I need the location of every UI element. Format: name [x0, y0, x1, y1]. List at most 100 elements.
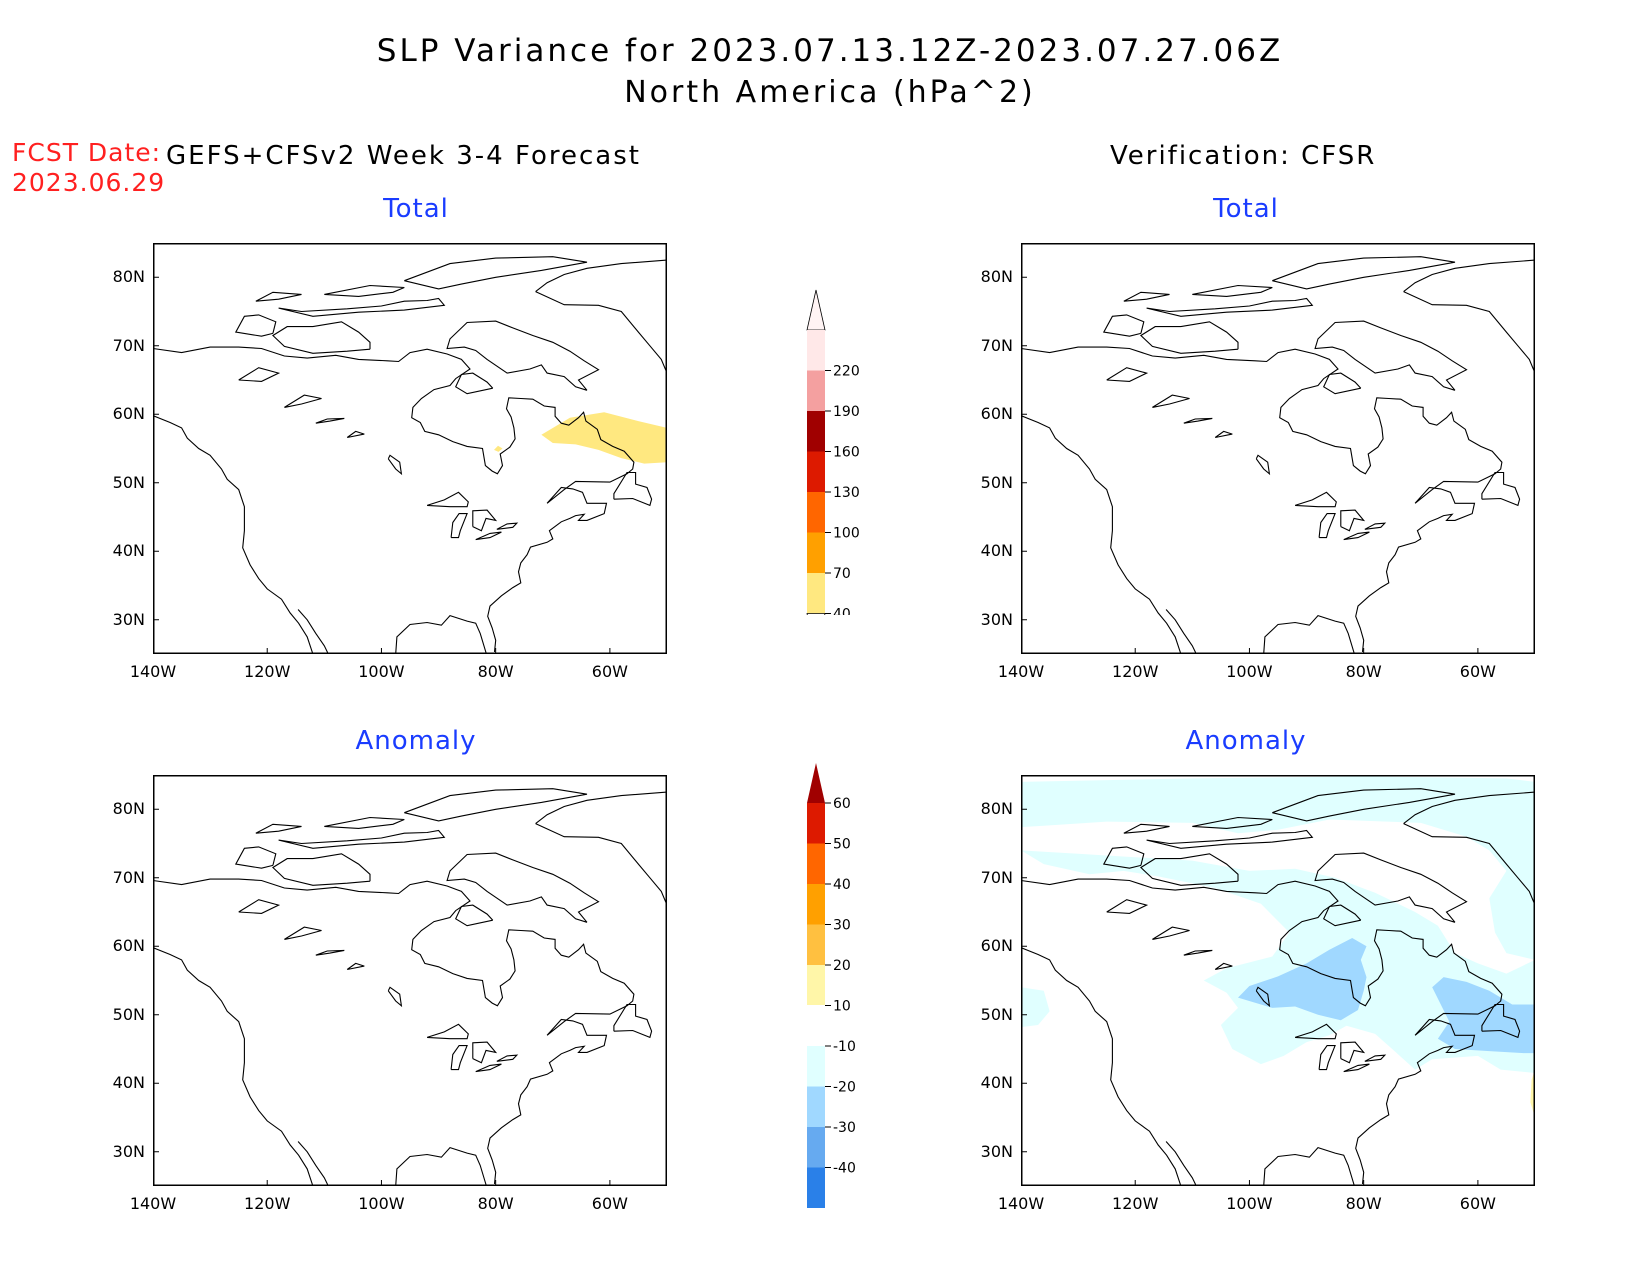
main-subtitle: North America (hPa^2) — [624, 75, 1036, 110]
coastline — [1314, 320, 1468, 391]
lat-label: 70N — [980, 335, 1013, 355]
lon-label: 60W — [591, 662, 628, 681]
coastline — [1152, 394, 1190, 408]
lat-label: 80N — [112, 799, 145, 819]
colorbar-top-tip — [806, 289, 826, 331]
coastline — [613, 1003, 653, 1039]
colorbar-label: 40 — [833, 607, 851, 616]
coastline — [450, 513, 468, 539]
lat-label: 80N — [112, 267, 145, 287]
fcst-anomaly-subtitle: Anomaly — [355, 726, 477, 756]
colorbar-label: 100 — [833, 526, 860, 542]
colorbar-swatch — [807, 370, 825, 411]
coastline — [1021, 878, 1503, 1184]
coastline — [1165, 1141, 1197, 1186]
total-colorbar: 220 190 160 130 100 70 40 — [806, 289, 860, 616]
lat-label: 50N — [980, 472, 1013, 492]
coastline — [496, 1054, 519, 1062]
coastline — [1340, 509, 1366, 532]
coastline — [426, 491, 469, 508]
lon-label: 120W — [1112, 1194, 1159, 1213]
coastline — [272, 853, 371, 886]
lat-label: 30N — [112, 609, 145, 629]
coastline — [346, 430, 365, 439]
colorbar-label: 190 — [833, 404, 860, 420]
coastline — [1183, 949, 1213, 956]
coastline — [1318, 1045, 1336, 1071]
coastline — [450, 1045, 468, 1071]
coastline — [324, 284, 405, 297]
lat-label: 30N — [980, 609, 1013, 629]
lat-label: 50N — [112, 1004, 145, 1024]
coastline — [1102, 846, 1145, 869]
colorbar-swatch — [807, 1167, 825, 1208]
colorbar-swatch — [807, 1127, 825, 1168]
colorbar-swatch — [807, 1086, 825, 1127]
lat-label: 50N — [980, 1004, 1013, 1024]
colorbar-swatch — [807, 451, 825, 492]
lon-label: 100W — [358, 1194, 405, 1213]
map-canvas — [1020, 243, 1535, 654]
coastline — [1106, 899, 1149, 914]
map-frame — [153, 243, 667, 654]
colorbar-label: 40 — [833, 877, 851, 893]
coastline — [1255, 986, 1271, 1008]
coastline — [472, 509, 498, 532]
colorbar-swatch — [807, 884, 825, 925]
colorbar-swatch — [807, 843, 825, 884]
colorbar-label: 220 — [833, 364, 860, 380]
colorbar-label: -40 — [833, 1161, 856, 1177]
lat-label: 60N — [112, 404, 145, 424]
coastline — [284, 394, 322, 408]
coastline — [1272, 788, 1456, 822]
colorbar-swatch — [807, 492, 825, 533]
lon-label: 120W — [1112, 662, 1159, 681]
coastline — [278, 829, 446, 849]
verif-total-subtitle: Total — [1213, 194, 1279, 224]
anomaly-colorbar: 60 50 40 30 20 10 -10 -20 -30 -40 — [806, 763, 856, 1208]
coastline — [1403, 259, 1535, 293]
colorbar-swatch — [807, 965, 825, 1006]
coastline — [1343, 1063, 1370, 1073]
lon-label: 140W — [129, 662, 177, 681]
coastline — [1314, 852, 1468, 923]
coastline — [613, 471, 653, 507]
colorbar-label: 70 — [833, 566, 851, 582]
coastline — [1146, 297, 1314, 317]
lon-label: 140W — [129, 1194, 177, 1213]
coastline — [272, 321, 371, 354]
coastline — [153, 415, 314, 654]
coastline — [1340, 1041, 1366, 1064]
colorbar-label: 30 — [833, 918, 851, 934]
colorbar-label: -20 — [833, 1080, 856, 1096]
lon-label: 80W — [1345, 1194, 1382, 1213]
coastline — [475, 531, 502, 541]
coastline — [238, 899, 281, 914]
fcst-anomaly-map — [152, 775, 667, 1190]
coastline — [446, 320, 600, 391]
shaded-region — [1021, 987, 1050, 1028]
coastline — [278, 297, 446, 317]
shaded-region — [1021, 850, 1535, 1073]
coastline — [1263, 614, 1355, 654]
lon-label: 100W — [1226, 662, 1273, 681]
coastline — [153, 947, 314, 1186]
coastline — [1106, 367, 1149, 382]
verification-heading: Verification: CFSR — [1110, 141, 1377, 171]
coastline — [284, 926, 322, 940]
coastline — [1021, 415, 1182, 654]
shaded-region — [494, 445, 503, 452]
map-frame — [1021, 775, 1535, 1186]
coastline — [1192, 284, 1273, 297]
map-canvas — [1020, 775, 1535, 1186]
map-frame — [153, 775, 667, 1186]
colorbar-label: -30 — [833, 1120, 856, 1136]
coastline — [297, 609, 329, 654]
lat-label: 70N — [980, 867, 1013, 887]
coastline — [404, 256, 588, 290]
coastline — [1364, 522, 1387, 530]
colorbar-swatch — [807, 411, 825, 452]
coastline — [1343, 531, 1370, 541]
lat-label: 40N — [112, 541, 145, 561]
coastline — [234, 846, 277, 869]
